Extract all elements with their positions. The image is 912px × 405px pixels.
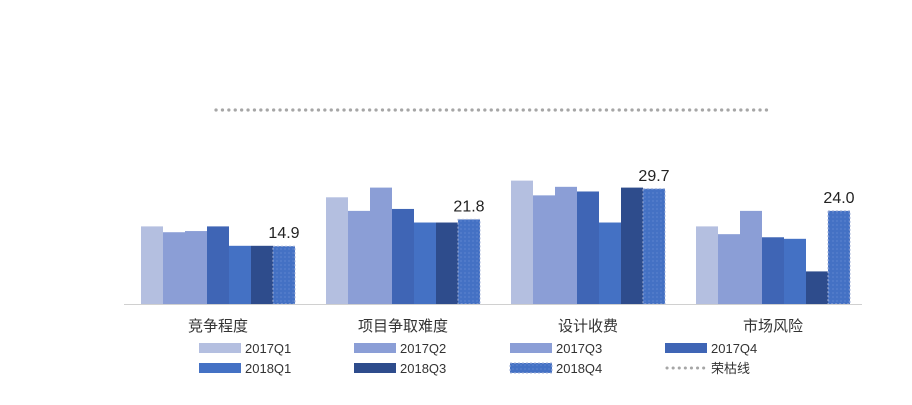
- bar-2018Q4-1: [457, 218, 481, 305]
- bar-2017Q1-2: [511, 180, 533, 304]
- x-tick-label-1: 项目争取难度: [358, 317, 448, 335]
- legend-item-0: 2017Q1: [199, 341, 291, 356]
- legend-item-6: 2018Q4: [509, 361, 602, 376]
- legend-item-5: 2018Q3: [354, 361, 446, 376]
- bar-2017Q2-0: [163, 232, 185, 304]
- bar-2017Q2-2: [533, 195, 555, 304]
- bars-layer: [141, 180, 851, 305]
- bar-2017Q3-1: [370, 187, 392, 304]
- legend-label-7: 荣枯线: [711, 361, 750, 376]
- legend-label-6: 2018Q4: [556, 361, 602, 376]
- legend-item-2: 2017Q3: [510, 341, 602, 356]
- legend-swatch-4: [199, 363, 241, 373]
- bar-2017Q3-3: [740, 210, 762, 304]
- bar-2018Q4-3: [827, 210, 851, 305]
- x-tick-label-0: 竞争程度: [188, 317, 248, 335]
- bar-2018Q3-3: [806, 271, 828, 304]
- data-label-3: 24.0: [823, 190, 854, 207]
- x-tick-label-2: 设计收费: [558, 318, 618, 335]
- legend-swatch-6: [509, 362, 553, 374]
- bar-2018Q1-3: [784, 238, 806, 304]
- bar-2017Q4-0: [207, 226, 229, 304]
- bar-2018Q4-2: [642, 188, 666, 305]
- bar-2017Q4-1: [392, 208, 414, 304]
- bar-2017Q3-0: [185, 231, 207, 304]
- bar-2018Q1-2: [599, 222, 621, 304]
- bar-2017Q1-3: [696, 226, 718, 304]
- data-labels-layer: 14.9 21.8 29.7 24.0: [268, 168, 854, 242]
- bar-2017Q4-2: [577, 191, 599, 304]
- legend-label-1: 2017Q2: [400, 341, 446, 356]
- data-label-1: 21.8: [453, 198, 484, 215]
- data-label-0: 14.9: [268, 225, 299, 242]
- legend-swatch-0: [199, 343, 241, 353]
- bar-2018Q4-0: [272, 245, 296, 305]
- bar-2018Q3-0: [251, 245, 273, 304]
- legend-item-7: 荣枯线: [665, 361, 750, 376]
- legend-label-5: 2018Q3: [400, 361, 446, 376]
- bar-2018Q3-1: [436, 222, 458, 304]
- bar-2017Q2-1: [348, 210, 370, 304]
- bar-2018Q1-1: [414, 222, 436, 304]
- x-axis: 竞争程度 项目争取难度 设计收费 市场风险: [124, 304, 862, 335]
- bar-2017Q1-0: [141, 226, 163, 304]
- legend-swatch-2: [510, 343, 552, 353]
- bar-2017Q4-3: [762, 237, 784, 304]
- legend-swatch-5: [354, 363, 396, 373]
- legend-item-1: 2017Q2: [354, 341, 446, 356]
- bar-2018Q1-0: [229, 245, 251, 304]
- legend-label-0: 2017Q1: [245, 341, 291, 356]
- legend-label-4: 2018Q1: [245, 361, 291, 376]
- x-tick-label-3: 市场风险: [743, 318, 803, 335]
- legend-swatch-1: [354, 343, 396, 353]
- legend-label-3: 2017Q4: [711, 341, 757, 356]
- legend-item-3: 2017Q4: [665, 341, 757, 356]
- data-label-2: 29.7: [638, 168, 669, 185]
- legend: 2017Q1 2017Q2 2017Q3 2017Q4 2018Q1 2018Q3 2018…: [199, 341, 757, 376]
- bar-2017Q2-3: [718, 234, 740, 304]
- legend-swatch-3: [665, 343, 707, 353]
- bar-2017Q3-2: [555, 186, 577, 304]
- bar-2018Q3-2: [621, 187, 643, 304]
- legend-label-2: 2017Q3: [556, 341, 602, 356]
- legend-item-4: 2018Q1: [199, 361, 291, 376]
- bar-2017Q1-1: [326, 197, 348, 304]
